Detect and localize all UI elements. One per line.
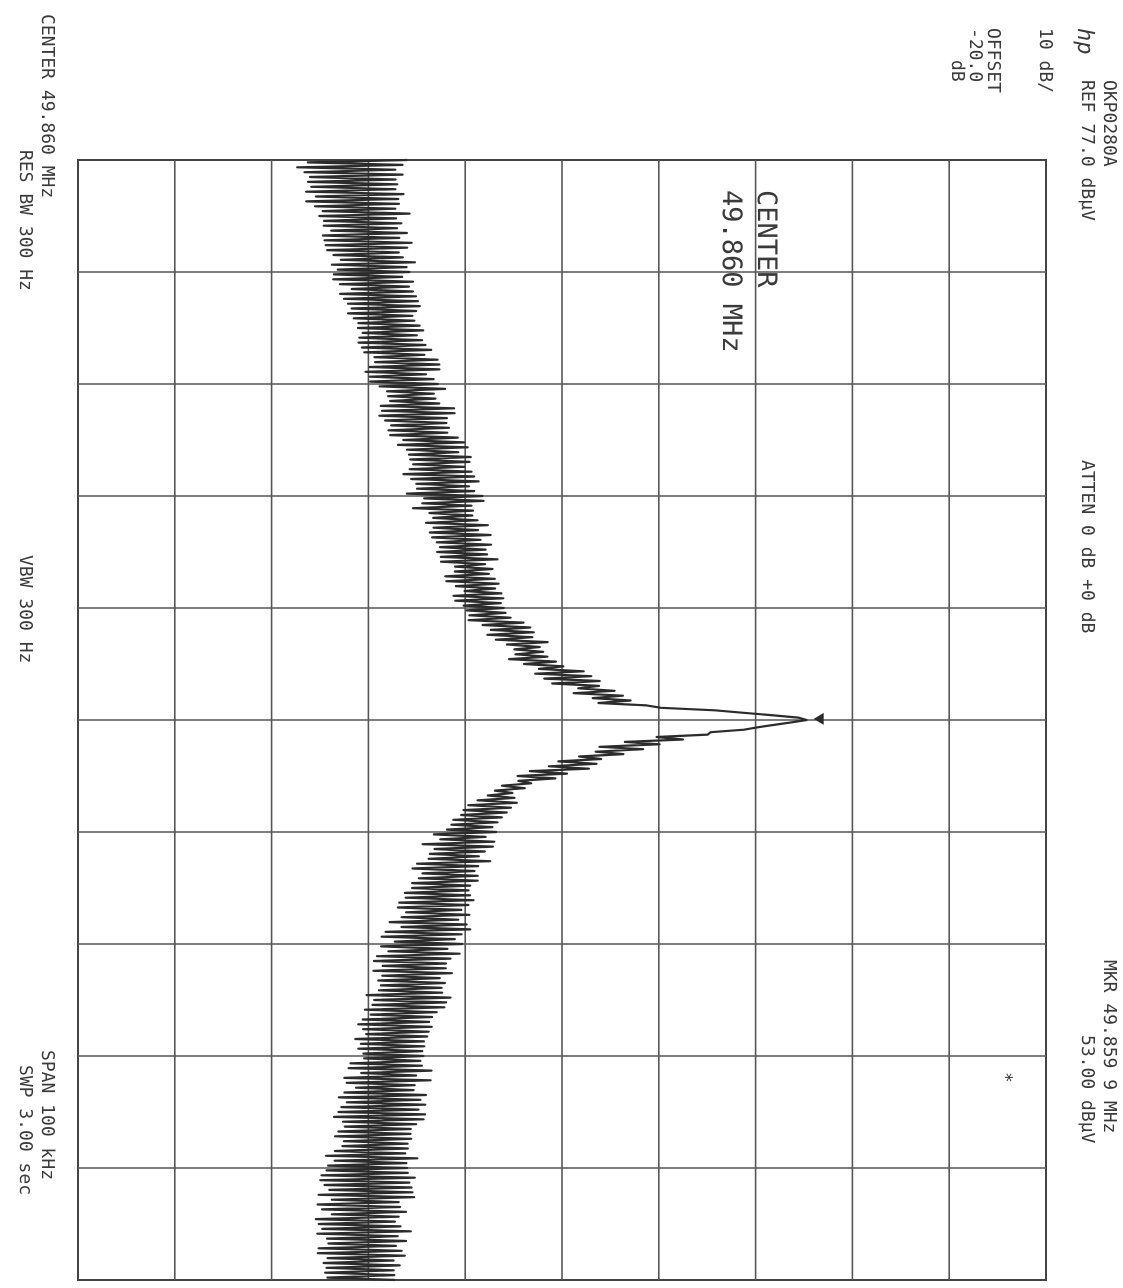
center-frequency: CENTER 49.860 MHz (37, 14, 58, 198)
marker-frequency: MKR 49.859 9 MHz (1099, 960, 1120, 1133)
span: SPAN 100 kHz (37, 1050, 58, 1180)
marker-peak (813, 712, 824, 725)
attenuation: ATTEN 0 dB +0 dB (1077, 460, 1098, 633)
annotation-center-label: CENTER (751, 190, 782, 288)
trace-id: OKP0280A (1099, 80, 1120, 167)
spectrum-trace (296, 158, 808, 1282)
annotation-center-frequency: 49.860 MHz (716, 190, 747, 353)
reference-level: REF 77.0 dBµV (1077, 80, 1098, 221)
marker-symbol: * (995, 1072, 1016, 1083)
offset-value: -20.0 (965, 28, 986, 82)
hp-logo: hp (1072, 28, 1097, 55)
offset-label: OFFSET (983, 28, 1004, 93)
video-bandwidth: VBW 300 Hz (15, 555, 36, 663)
offset-unit: dB (947, 60, 968, 82)
resolution-bandwidth: RES BW 300 Hz (15, 150, 36, 291)
marker-level: 53.00 dBµV (1077, 1035, 1098, 1144)
sweep-time: SWP 3.00 sec (15, 1065, 36, 1195)
marker-triangle (813, 712, 824, 725)
graticule-horizontal-lines (78, 271, 1046, 1169)
scale-per-division: 10 dB/ (1035, 28, 1056, 93)
